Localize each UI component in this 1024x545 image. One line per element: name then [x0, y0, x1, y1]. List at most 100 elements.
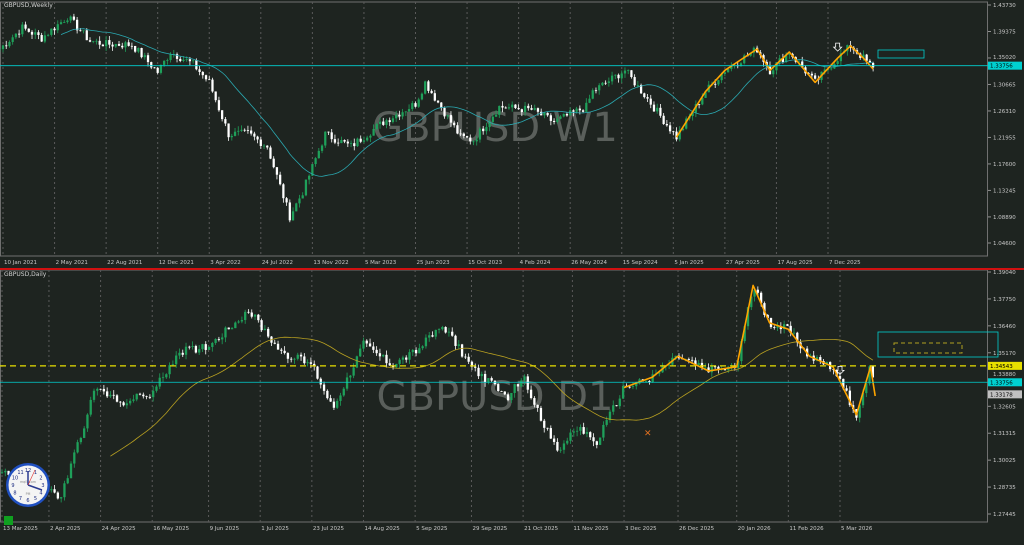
candle-body — [73, 452, 76, 464]
candle-body — [135, 393, 138, 400]
candle-body — [46, 34, 50, 36]
candle-body — [539, 407, 543, 421]
candle-body — [114, 43, 117, 47]
candle-body — [79, 30, 82, 32]
candle-body — [111, 44, 114, 47]
candle-body — [477, 367, 480, 377]
candle-body — [520, 380, 523, 387]
candle-body — [117, 43, 121, 46]
candle-body — [382, 121, 385, 125]
candle-body — [201, 71, 204, 76]
candle-body — [585, 102, 588, 112]
candle-body — [665, 124, 668, 126]
candle-body — [618, 398, 621, 407]
candle-body — [43, 35, 47, 42]
candle-body — [27, 28, 30, 32]
candle-body — [122, 402, 125, 406]
candle-body — [40, 34, 43, 42]
candle-body — [701, 97, 704, 105]
candle-body — [69, 16, 72, 21]
candle-body — [382, 354, 385, 357]
candle-body — [314, 158, 317, 165]
candle-body — [453, 122, 456, 126]
candle-body — [662, 115, 665, 125]
candle-body — [137, 48, 140, 52]
candle-body — [188, 59, 192, 62]
candle-body — [175, 54, 179, 59]
candle-body — [588, 98, 591, 103]
candle-body — [59, 22, 63, 25]
pane-separator[interactable] — [0, 268, 1024, 270]
candle-body — [549, 428, 552, 439]
candle-body — [552, 120, 556, 122]
weekly-chart[interactable]: 10 Jan 2021 2 May 2021 22 Aug 2021 12 Dec 2… — [0, 0, 1024, 268]
candle-body — [411, 103, 414, 110]
candle-body — [161, 377, 165, 379]
price-label-box — [988, 378, 1022, 387]
candle-body — [462, 133, 465, 137]
candle-body — [449, 115, 453, 123]
y-tick-label: 1.13245 — [993, 188, 1016, 194]
candle-body — [845, 388, 848, 391]
candle-body — [398, 114, 401, 117]
weekly-chart-pane[interactable]: 10 Jan 2021 2 May 2021 22 Aug 2021 12 Dec 2… — [0, 0, 1024, 268]
x-tick-label: 16 May 2025 — [153, 526, 189, 532]
candle-body — [192, 60, 195, 62]
candle-body — [710, 366, 713, 373]
candle-body — [687, 359, 690, 360]
candle-body — [309, 362, 313, 364]
candle-body — [79, 437, 83, 443]
candle-body — [483, 373, 487, 383]
candle-body — [145, 396, 148, 398]
candle-body — [385, 120, 388, 125]
candle-body — [823, 69, 826, 72]
candle-body — [595, 441, 598, 445]
candle-body — [756, 289, 759, 293]
candle-body — [343, 140, 346, 142]
candle-body — [749, 52, 752, 56]
candle-body — [543, 112, 546, 116]
x-tick-label: 7 Dec 2025 — [829, 260, 861, 266]
candle-body — [56, 24, 59, 31]
candle-body — [690, 359, 694, 361]
candle-body — [513, 384, 516, 393]
candle-body — [788, 53, 791, 55]
candle-body — [602, 424, 605, 438]
candle-body — [530, 108, 533, 110]
candle-body — [691, 112, 694, 117]
candle-body — [520, 109, 523, 113]
candle-body — [549, 115, 552, 121]
candle-body — [786, 324, 789, 326]
candle-body — [675, 131, 678, 140]
price-label: 1.34543 — [990, 364, 1013, 370]
candle-body — [480, 373, 483, 377]
candle-body — [810, 73, 814, 76]
candle-body — [503, 391, 506, 395]
candle-body — [166, 60, 169, 61]
candle-body — [63, 483, 66, 498]
candle-body — [830, 68, 833, 70]
daily-chart-pane[interactable]: 13 Mar 2025 2 Apr 2025 24 Apr 2025 16 May 2… — [0, 269, 1024, 541]
candle-body — [221, 337, 224, 340]
dashed-rectangle-object — [893, 342, 963, 354]
candle-body — [250, 312, 253, 317]
candle-body — [562, 113, 565, 117]
plot-frame — [0, 269, 988, 523]
candle-body — [388, 120, 391, 123]
candle-body — [138, 393, 142, 395]
candle-body — [301, 195, 304, 199]
candle-body — [405, 357, 408, 360]
candle-body — [0, 472, 4, 474]
y-tick-label: 1.08890 — [993, 215, 1016, 221]
candle-body — [159, 64, 163, 73]
clock-number: 5 — [34, 496, 37, 502]
y-tick-label: 1.32605 — [993, 404, 1016, 410]
candle-body — [112, 394, 115, 396]
daily-chart[interactable]: 13 Mar 2025 2 Apr 2025 24 Apr 2025 16 May 2… — [0, 269, 1024, 541]
candle-body — [546, 427, 549, 429]
candle-body — [366, 137, 369, 141]
candle-body — [579, 427, 582, 431]
candle-body — [119, 401, 122, 403]
weekly-chart-title: GBPUSD,Weekly — [4, 2, 53, 9]
rectangle-object — [877, 331, 999, 358]
